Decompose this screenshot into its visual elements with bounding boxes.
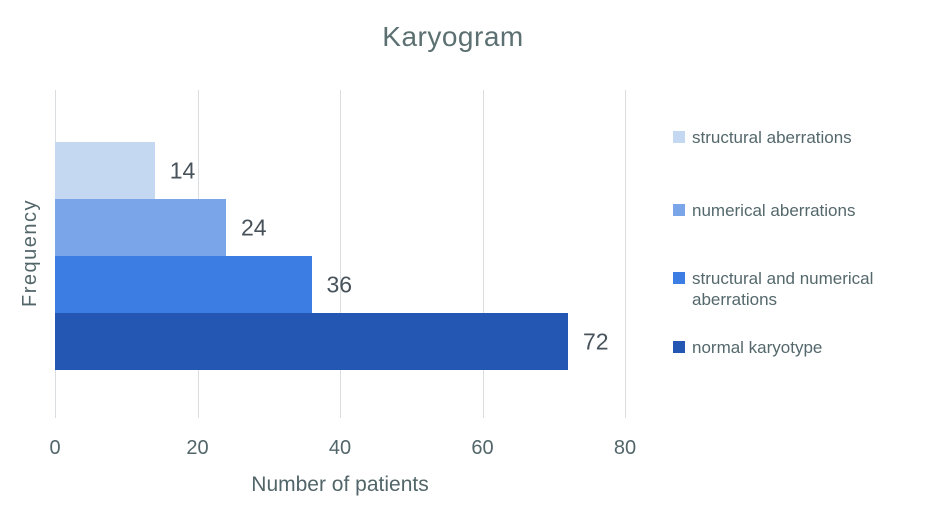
chart-title: Karyogram (382, 21, 524, 52)
x-axis-label: Number of patients (251, 473, 429, 496)
data-label-structural-aberrations: 14 (169, 157, 196, 183)
gridline-60 (482, 90, 484, 418)
legend-swatch-normal-karyotype (673, 341, 685, 353)
legend-item-numerical-aberrations: numerical aberrations (673, 200, 910, 221)
legend-item-normal-karyotype: normal karyotype (673, 337, 910, 358)
legend-label-structural-and-numerical-aberrations: structural and numerical aberrations (692, 269, 874, 309)
bar-structural-and-numerical-aberrations (55, 256, 312, 313)
legend-label-normal-karyotype: normal karyotype (692, 338, 823, 357)
x-tick-label-40: 40 (328, 437, 352, 459)
x-tick-label-0: 0 (49, 437, 61, 459)
legend-swatch-structural-aberrations (673, 131, 685, 143)
y-axis-label: Frequency (19, 199, 41, 307)
legend-label-structural-aberrations: structural aberrations (692, 128, 852, 147)
x-tick-label-60: 60 (471, 437, 494, 459)
gridline-80 (625, 90, 626, 418)
data-label-normal-karyotype: 72 (583, 328, 609, 354)
legend-item-structural-aberrations: structural aberrations (673, 127, 910, 148)
legend-swatch-structural-and-numerical-aberrations (673, 272, 685, 284)
legend: structural aberrations numerical aberrati… (673, 0, 933, 531)
x-tick-label-20: 20 (186, 437, 209, 459)
bar-numerical-aberrations (55, 199, 226, 256)
data-label-structural-and-numerical-aberrations: 36 (326, 271, 353, 297)
legend-label-numerical-aberrations: numerical aberrations (692, 201, 856, 220)
bar-normal-karyotype (55, 313, 568, 370)
legend-swatch-numerical-aberrations (673, 204, 685, 216)
gridline-40 (340, 90, 341, 418)
legend-item-structural-and-numerical-aberrations: structural and numerical aberrations (673, 268, 910, 310)
bar-structural-aberrations (55, 142, 155, 199)
x-tick-label-80: 80 (613, 437, 637, 459)
data-label-numerical-aberrations: 24 (241, 214, 267, 240)
